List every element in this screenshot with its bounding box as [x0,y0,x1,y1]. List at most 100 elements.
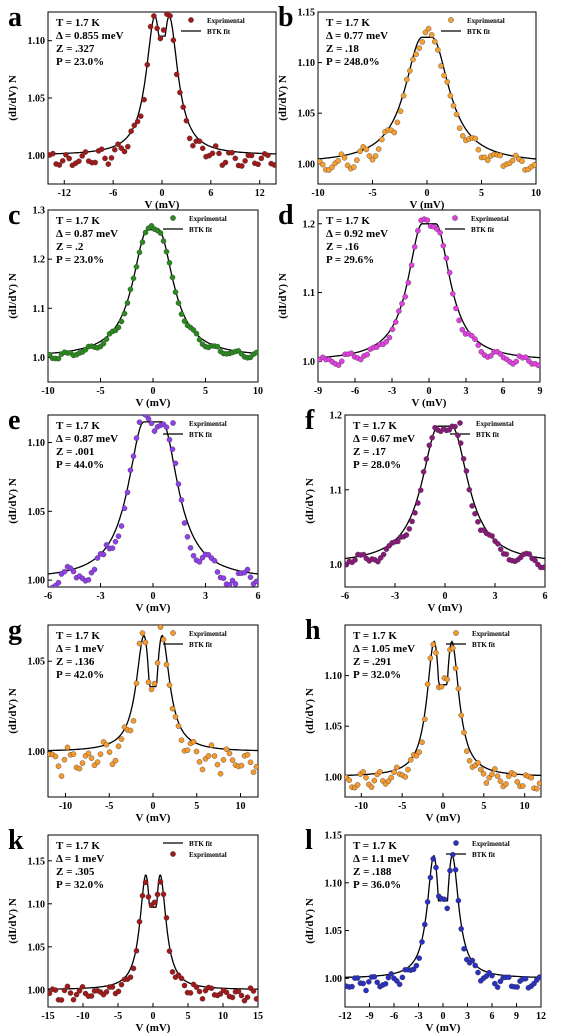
panel-b: -10 -5 0 5 10 1.00 1.05 1.10 1.15 V (mV) (dI/dV) N… [277,2,541,211]
data-point [455,432,461,439]
data-point [354,782,361,788]
x-axis-label: V (mV) [136,812,171,824]
legend-label: Exprimental [189,851,227,859]
data-point [385,974,392,981]
data-point [184,534,191,540]
data-point [196,759,203,765]
data-point [407,67,413,74]
param-text: Z = .305 [56,866,95,878]
data-point [435,47,441,53]
data-point [456,317,462,324]
legend-label: Exprimental [189,215,227,223]
data-point [124,300,131,306]
data-point [475,146,482,153]
data-point [48,990,53,997]
data-point [58,773,65,779]
data-point [375,146,382,152]
data-point [166,260,173,266]
data-point [456,125,463,131]
data-point [199,996,206,1002]
data-point [118,145,125,151]
data-point [222,159,229,166]
x-tick-label: 15 [253,1011,263,1022]
data-point [226,750,233,757]
data-point [428,32,435,38]
x-tick-label: -10 [311,188,324,199]
data-point [391,129,398,136]
x-tick-label: 0 [151,1011,156,1022]
data-point [125,143,131,150]
x-tick-label: 6 [208,188,213,199]
data-point [430,856,436,862]
data-point [489,533,495,539]
data-point [102,155,108,162]
data-point [98,146,105,152]
data-point [420,469,427,475]
x-tick-label: -12 [338,1011,351,1022]
y-tick-label: 1.10 [28,899,46,910]
data-point [178,737,185,743]
data-point [103,336,110,342]
x-tick-label: 3 [464,386,469,397]
data-point [175,723,182,729]
legend-marker [170,215,176,221]
data-point [411,244,418,250]
x-tick-label: -6 [109,188,117,199]
data-point [217,770,224,777]
data-point [463,468,470,474]
x-tick-label: -9 [314,386,322,397]
data-point [79,760,86,766]
data-point [461,729,467,736]
data-point [133,680,140,687]
data-point [329,164,335,171]
data-point [190,142,196,149]
x-tick-label: -3 [388,386,396,397]
x-tick-label: 6 [543,591,548,602]
data-point [157,230,164,236]
data-point [79,153,85,159]
data-point [220,575,227,581]
data-point [408,757,414,763]
data-point [341,155,348,161]
data-point [450,102,457,109]
data-point [400,92,407,99]
data-point [55,763,62,769]
data-point [127,467,134,473]
data-point [61,568,68,575]
data-point [460,133,466,139]
data-point [426,442,433,449]
data-point [458,926,464,932]
x-tick-label: -3 [414,1011,422,1022]
data-point [255,161,261,168]
x-tick-label: 10 [520,801,530,812]
x-tick-label: 0 [427,386,432,397]
data-point [483,780,490,786]
data-point [489,771,495,778]
data-point [419,939,425,945]
data-point [247,759,254,766]
y-axis-label: (dI/dV) N [7,273,19,319]
data-point [335,158,341,164]
data-point [85,577,92,583]
data-point [127,974,134,980]
legend-label: BTK fit [189,840,213,848]
data-point [127,727,134,734]
data-point [497,978,504,985]
x-tick-label: 3 [493,591,498,602]
data-point [450,851,456,858]
data-point [526,551,533,557]
param-text: T = 1.7 K [326,215,370,227]
data-point [242,158,248,164]
legend-label: Exprimental [472,840,510,848]
data-point [503,781,509,787]
legend-label: BTK fit [472,641,496,649]
data-point [238,762,245,769]
x-tick-label: 5 [479,188,484,199]
data-point [66,155,72,162]
data-point [145,415,152,422]
data-point [232,155,239,162]
param-text: T = 1.7 K [353,840,397,852]
data-point [253,996,258,1002]
x-tick-label: -5 [398,801,406,812]
data-point [190,739,197,745]
